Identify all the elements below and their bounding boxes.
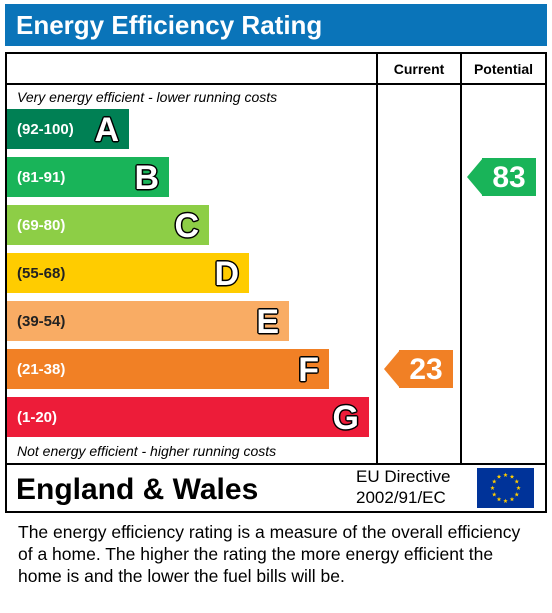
- band-range-label: (55-68): [17, 265, 66, 282]
- band-f: (21-38) F: [7, 349, 329, 389]
- band-c: (69-80) C: [7, 205, 209, 245]
- current-column-header: Current: [393, 61, 445, 77]
- rating-chart-frame: Current Potential Very energy efficient …: [5, 52, 547, 513]
- band-letter-label: A: [94, 111, 119, 149]
- band-range-label: (21-38): [17, 361, 66, 378]
- potential-column-header: Potential: [473, 61, 534, 77]
- potential-rating-arrow-tip: [467, 158, 483, 196]
- footer-divider: [7, 463, 545, 465]
- flag-star: [514, 479, 520, 484]
- potential-column-divider: [460, 54, 462, 463]
- band-letter-label: B: [134, 159, 159, 197]
- band-range-label: (1-20): [17, 409, 58, 426]
- flag-star: [516, 485, 521, 490]
- current-rating-arrow-tip: [384, 350, 400, 388]
- current-column-divider: [376, 54, 378, 463]
- directive-line-2: 2002/91/EC: [356, 488, 446, 507]
- flag-star: [503, 472, 508, 477]
- eu-directive: EU Directive 2002/91/EC: [356, 466, 450, 508]
- flag-star: [496, 474, 502, 479]
- band-letter-label: D: [214, 255, 239, 293]
- flag-star: [496, 496, 502, 502]
- top-note: Very energy efficient - lower running co…: [17, 89, 278, 105]
- band-range-label: (39-54): [17, 313, 66, 330]
- current-rating-arrow-value: 23: [399, 350, 453, 388]
- band-range-label: (69-80): [17, 217, 66, 234]
- band-b: (81-91) B: [7, 157, 169, 197]
- band-letter-label: E: [256, 303, 279, 341]
- potential-rating-arrow-value: 83: [482, 158, 536, 196]
- band-d: (55-68) D: [7, 253, 249, 293]
- band-a: (92-100) A: [7, 109, 129, 149]
- eu-flag-icon: [477, 468, 534, 508]
- flag-star: [503, 498, 508, 503]
- directive-line-1: EU Directive: [356, 467, 451, 486]
- band-range-label: (92-100): [17, 121, 74, 138]
- flag-star: [514, 492, 520, 497]
- flag-star: [490, 485, 495, 490]
- band-range-label: (81-91): [17, 169, 66, 186]
- flag-star: [509, 496, 515, 502]
- region-label: England & Wales: [16, 473, 259, 506]
- page-title: Energy Efficiency Rating: [5, 4, 547, 46]
- potential-rating-arrow: 83: [467, 158, 537, 196]
- header-divider: [7, 83, 545, 85]
- flag-star: [491, 479, 497, 484]
- bottom-note: Not energy efficient - higher running co…: [17, 443, 277, 459]
- band-letter-label: C: [174, 207, 199, 245]
- description-text: The energy efficiency rating is a measur…: [18, 522, 521, 586]
- band-letter-label: G: [332, 399, 359, 437]
- band-letter-label: F: [298, 351, 319, 389]
- flag-star: [491, 492, 497, 497]
- band-g: (1-20) G: [7, 397, 369, 437]
- band-e: (39-54) E: [7, 301, 289, 341]
- current-rating-arrow: 23: [384, 350, 454, 388]
- flag-star: [509, 474, 515, 479]
